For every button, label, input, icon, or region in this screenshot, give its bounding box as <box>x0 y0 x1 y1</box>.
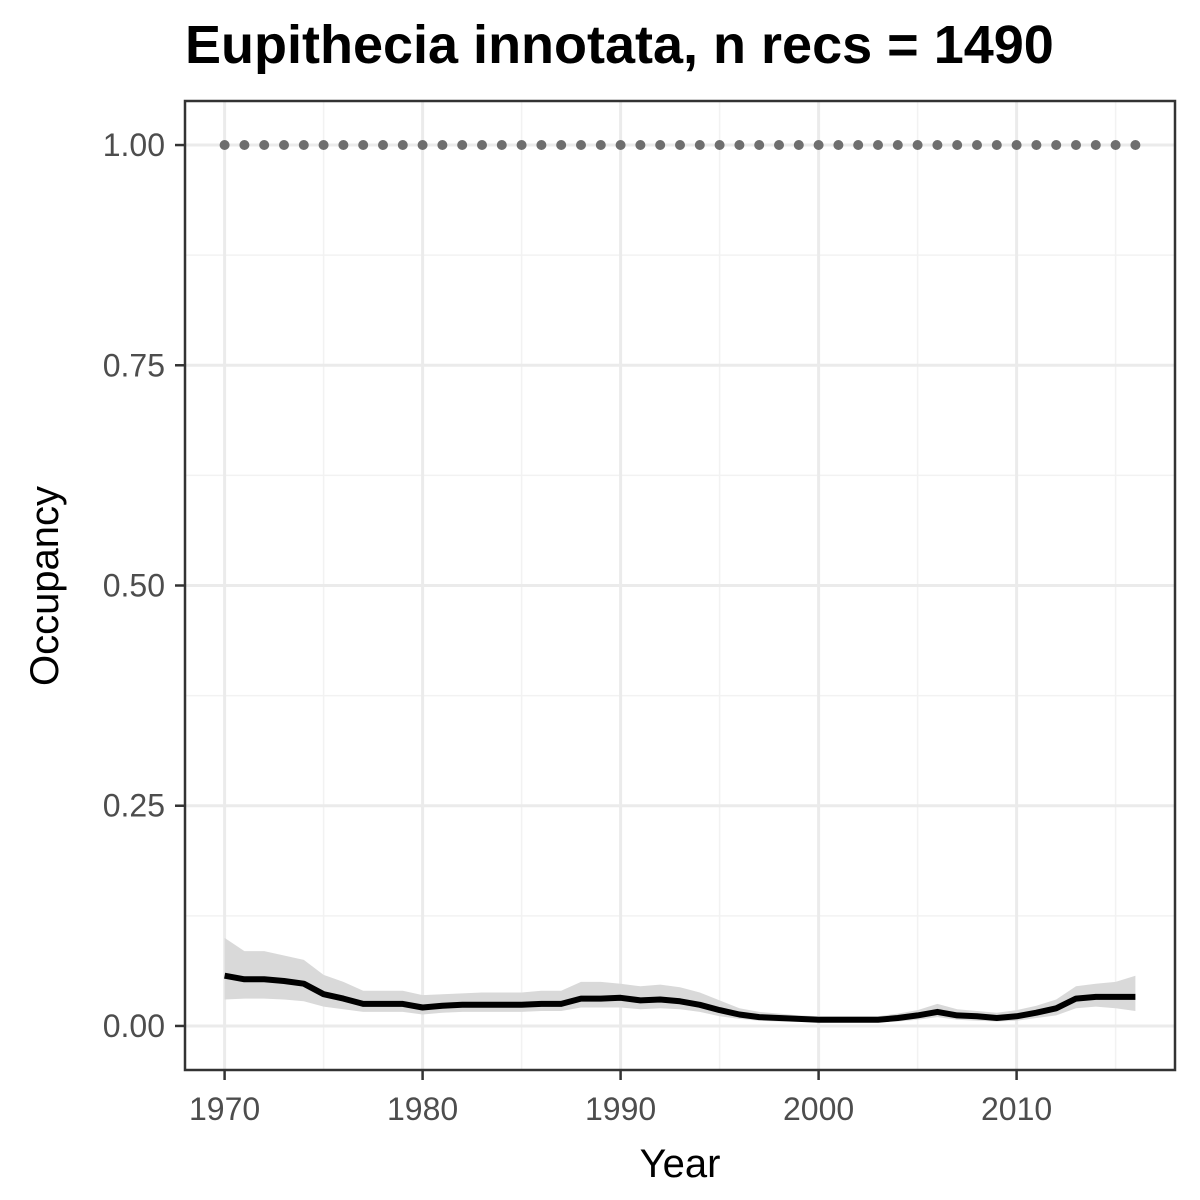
chart-title: Eupithecia innotata, n recs = 1490 <box>185 15 1054 75</box>
reference-dot <box>1130 140 1141 150</box>
reference-dot <box>892 140 903 150</box>
reference-dot <box>972 140 982 150</box>
reference-dot <box>397 140 408 150</box>
reference-dot <box>813 140 824 150</box>
y-tick-label: 0.25 <box>103 788 165 824</box>
reference-dot <box>1071 140 1081 150</box>
reference-dot <box>635 140 646 150</box>
x-tick-label: 1990 <box>585 1091 656 1127</box>
reference-dot <box>496 140 507 150</box>
reference-dot <box>279 140 289 150</box>
reference-dot <box>694 140 705 150</box>
reference-dot <box>754 140 765 150</box>
reference-dot <box>516 140 527 150</box>
reference-dot <box>793 140 804 150</box>
reference-dot <box>318 140 329 150</box>
y-tick-label: 0.75 <box>103 347 165 383</box>
reference-dot <box>714 140 725 150</box>
reference-dot <box>774 140 784 150</box>
reference-dot <box>298 140 309 150</box>
reference-dot <box>595 140 606 150</box>
reference-dot <box>437 140 448 150</box>
reference-dot <box>457 140 468 150</box>
reference-dot <box>338 140 349 150</box>
reference-dot <box>219 140 230 150</box>
reference-dot <box>932 140 943 150</box>
occupancy-trend-line <box>224 972 1136 1023</box>
reference-dot <box>477 140 487 150</box>
reference-dot <box>1011 140 1022 150</box>
reference-dot <box>991 140 1002 150</box>
x-tick-label: 1970 <box>189 1091 260 1127</box>
reference-dot <box>358 140 369 150</box>
reference-dot <box>615 140 626 150</box>
reference-dot <box>536 140 547 150</box>
y-tick-label: 0.00 <box>103 1008 165 1044</box>
reference-dot <box>912 140 923 150</box>
reference-dotted-line <box>219 140 1141 150</box>
confidence-ribbon <box>224 937 1136 1023</box>
x-tick-label: 2000 <box>783 1091 854 1127</box>
y-tick-label: 1.00 <box>103 127 165 163</box>
x-tick-label: 2010 <box>981 1091 1052 1127</box>
reference-dot <box>1090 140 1101 150</box>
y-axis: 0.00 0.25 0.50 0.75 1.00 <box>103 127 185 1044</box>
reference-dot <box>1051 140 1062 150</box>
reference-dot <box>239 140 250 150</box>
reference-dot <box>734 140 745 150</box>
x-axis: 1970 1980 1990 2000 2010 <box>189 1070 1052 1127</box>
x-tick-label: 1980 <box>387 1091 458 1127</box>
major-gridlines <box>185 101 1175 1070</box>
reference-dot <box>259 140 270 150</box>
reference-dot <box>952 140 963 150</box>
reference-dot <box>873 140 883 150</box>
reference-dot <box>833 140 844 150</box>
reference-dot <box>655 140 666 150</box>
reference-dot <box>576 140 586 150</box>
reference-dot <box>556 140 567 150</box>
x-axis-title: Year <box>640 1142 721 1186</box>
reference-dot <box>675 140 685 150</box>
reference-dot <box>1031 140 1042 150</box>
reference-dot <box>378 140 388 150</box>
y-axis-title: Occupancy <box>23 486 67 686</box>
reference-dot <box>1110 140 1121 150</box>
y-tick-label: 0.50 <box>103 568 165 604</box>
reference-dot <box>417 140 428 150</box>
reference-dot <box>853 140 864 150</box>
